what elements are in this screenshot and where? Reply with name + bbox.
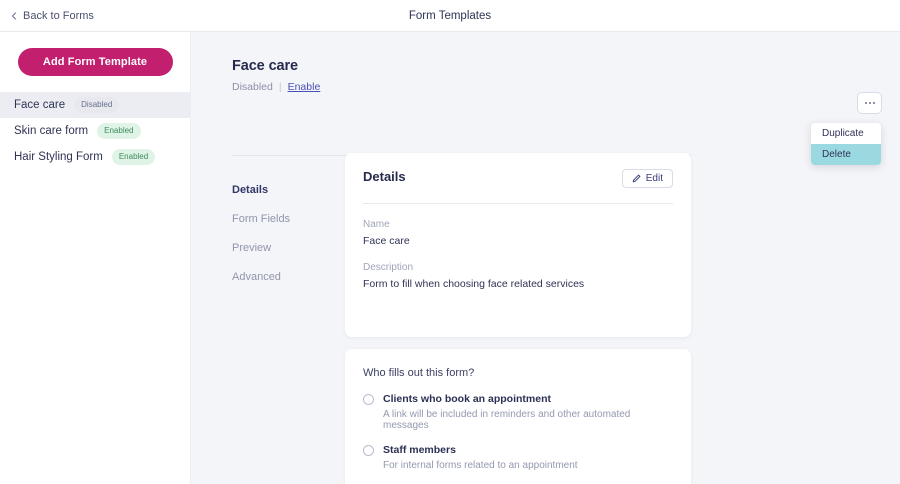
template-status-row: Disabled | Enable xyxy=(232,81,692,93)
field-description: Description Form to fill when choosing f… xyxy=(345,262,691,290)
subnav-item-details[interactable]: Details xyxy=(232,184,269,196)
template-name: Skin care form xyxy=(14,125,89,137)
top-bar: Back to Forms Form Templates xyxy=(0,0,900,32)
more-options-button[interactable] xyxy=(857,92,882,114)
status-separator: | xyxy=(278,81,282,93)
template-subnav: Details Form Fields Preview Advanced xyxy=(232,184,332,300)
more-options-menu: Duplicate Delete xyxy=(811,123,881,165)
templates-sidebar: Add Form Template Face care Disabled Ski… xyxy=(0,32,191,484)
radio-option-description: A link will be included in reminders and… xyxy=(383,409,631,431)
edit-label: Edit xyxy=(645,173,663,184)
radio-icon[interactable] xyxy=(363,445,374,456)
back-to-forms-label: Back to Forms xyxy=(23,9,94,22)
audience-card: Who fills out this form? Clients who boo… xyxy=(345,349,691,484)
radio-option-title: Clients who book an appointment xyxy=(383,393,551,405)
template-name: Hair Styling Form xyxy=(14,151,103,163)
details-card: Details Edit Name Face care Description … xyxy=(345,153,691,337)
radio-option-clients[interactable]: Clients who book an appointment A link w… xyxy=(363,393,673,431)
template-status-text: Disabled xyxy=(232,81,273,93)
audience-question: Who fills out this form? xyxy=(363,367,475,379)
template-list-item-skin-care-form[interactable]: Skin care form Enabled xyxy=(0,118,190,144)
details-card-title: Details xyxy=(363,169,406,184)
status-badge: Disabled xyxy=(74,97,120,113)
menu-item-duplicate[interactable]: Duplicate xyxy=(822,128,864,139)
main-content: Face care Disabled | Enable Duplicate De… xyxy=(191,32,900,484)
field-name-label: Name xyxy=(363,219,390,230)
radio-option-title: Staff members xyxy=(383,444,456,456)
template-header: Face care Disabled | Enable xyxy=(232,58,692,93)
template-name: Face care xyxy=(14,99,66,111)
status-badge: Enabled xyxy=(111,149,156,165)
chevron-left-icon xyxy=(10,12,18,20)
template-list-item-face-care[interactable]: Face care Disabled xyxy=(0,92,190,118)
field-name-value: Face care xyxy=(363,235,410,247)
template-list-item-hair-styling-form[interactable]: Hair Styling Form Enabled xyxy=(0,144,190,170)
add-form-template-button[interactable]: Add Form Template xyxy=(17,48,173,76)
radio-option-body: Staff members For internal forms related… xyxy=(383,444,578,471)
field-description-label: Description xyxy=(363,262,414,273)
radio-option-description: For internal forms related to an appoint… xyxy=(383,460,578,471)
back-to-forms-link[interactable]: Back to Forms xyxy=(10,10,94,22)
status-badge: Enabled xyxy=(97,123,141,139)
pencil-icon xyxy=(632,174,641,183)
subnav-item-preview[interactable]: Preview xyxy=(232,242,272,254)
radio-option-staff[interactable]: Staff members For internal forms related… xyxy=(363,444,673,471)
details-card-header: Details Edit xyxy=(345,153,691,188)
radio-icon[interactable] xyxy=(363,394,374,405)
menu-item-delete[interactable]: Delete xyxy=(811,144,881,165)
enable-link[interactable]: Enable xyxy=(287,81,321,93)
page-title: Form Templates xyxy=(408,10,492,22)
subnav-item-advanced[interactable]: Advanced xyxy=(232,271,281,283)
field-description-value: Form to fill when choosing face related … xyxy=(363,278,585,290)
template-list: Face care Disabled Skin care form Enable… xyxy=(0,92,190,170)
field-name: Name Face care xyxy=(345,219,691,247)
template-title: Face care xyxy=(232,58,299,74)
radio-option-body: Clients who book an appointment A link w… xyxy=(383,393,673,431)
audience-options: Clients who book an appointment A link w… xyxy=(345,379,691,484)
subnav-item-form-fields[interactable]: Form Fields xyxy=(232,213,291,225)
details-card-divider xyxy=(363,203,673,204)
edit-details-button[interactable]: Edit xyxy=(621,169,673,188)
more-horizontal-icon xyxy=(864,102,875,104)
